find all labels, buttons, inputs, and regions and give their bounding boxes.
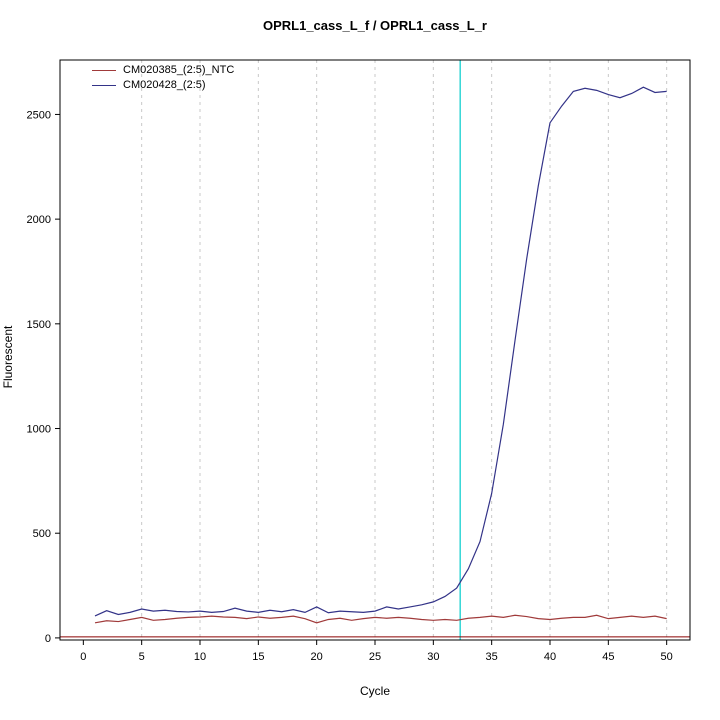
svg-text:35: 35 <box>486 651 498 663</box>
svg-text:2000: 2000 <box>27 214 51 226</box>
legend: CM020385_(2:5)_NTC CM020428_(2:5) <box>92 64 234 92</box>
legend-label-ntc: CM020385_(2:5)_NTC <box>123 64 235 76</box>
svg-text:10: 10 <box>194 651 206 663</box>
legend-item-sample: CM020428_(2:5) <box>92 79 234 92</box>
svg-text:1000: 1000 <box>27 424 51 436</box>
svg-text:15: 15 <box>252 651 264 663</box>
y-axis-label: Fluorescent <box>1 325 15 389</box>
chart-title: OPRL1_cass_L_f / OPRL1_cass_L_r <box>262 18 487 33</box>
svg-text:5: 5 <box>139 651 145 663</box>
legend-item-ntc: CM020385_(2:5)_NTC <box>92 64 234 77</box>
svg-text:20: 20 <box>311 651 323 663</box>
x-axis-label: Cycle <box>359 684 390 698</box>
svg-text:500: 500 <box>33 528 51 540</box>
svg-text:45: 45 <box>602 651 614 663</box>
svg-text:0: 0 <box>45 633 51 645</box>
svg-text:30: 30 <box>427 651 439 663</box>
svg-text:25: 25 <box>369 651 381 663</box>
svg-text:50: 50 <box>661 651 673 663</box>
svg-text:2500: 2500 <box>27 109 51 121</box>
svg-text:1500: 1500 <box>27 319 51 331</box>
legend-line-swatch-sample <box>92 85 116 86</box>
svg-text:0: 0 <box>80 651 86 663</box>
legend-line-swatch-ntc <box>92 70 116 71</box>
svg-text:40: 40 <box>544 651 556 663</box>
legend-label-sample: CM020428_(2:5) <box>123 79 206 91</box>
